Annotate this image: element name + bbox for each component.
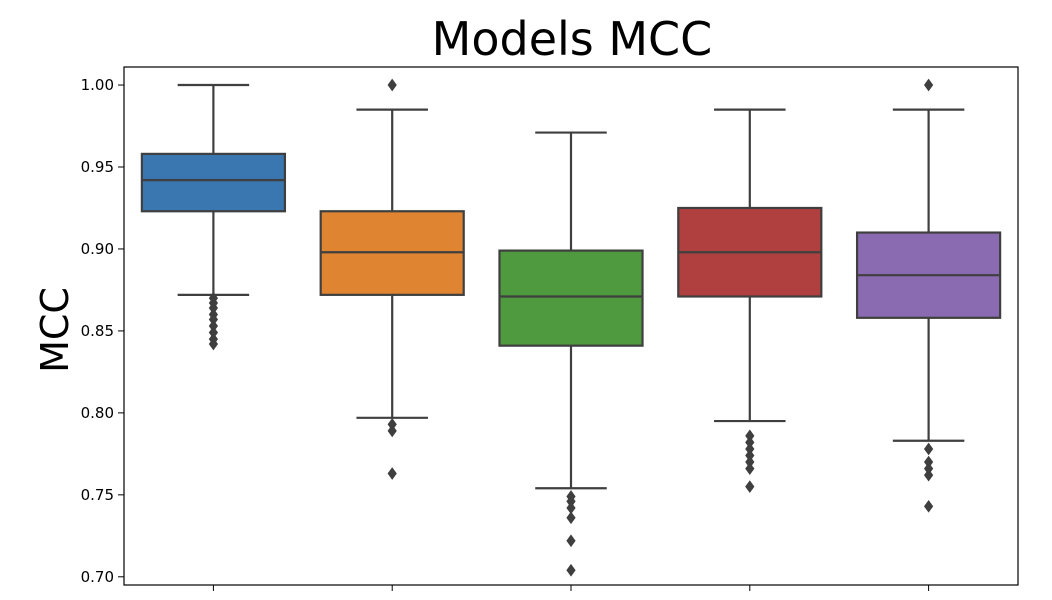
y-tick-label: 0.70 [81,568,114,586]
box [140,152,287,213]
outlier-point [745,480,755,493]
y-tick-label: 0.80 [81,404,114,422]
outlier-point [923,442,934,456]
y-tick-label: 0.95 [81,158,114,176]
outlier-point [566,563,576,577]
outlier-point [387,467,397,480]
plot-frame [123,66,1019,586]
outlier-point [208,337,219,351]
y-tick-label: 0.90 [81,240,114,258]
y-axis-label: MCC [33,287,77,373]
outlier-point [387,424,397,438]
y-tick-label: 1.00 [81,76,114,94]
outlier-point [923,499,934,513]
outlier-point [923,78,934,92]
y-tick-label: 0.75 [81,486,114,504]
outlier-point [923,468,934,482]
plot-area: 0.70 0.75 0.80 0.85 0.90 0.95 1.00 [81,66,1019,591]
outlier-point [566,511,576,525]
outlier-point [387,78,397,92]
outlier-point [745,462,755,475]
box [498,249,644,347]
outlier-point [566,534,576,548]
chart-title: Models MCC [432,12,713,66]
y-tick-label: 0.85 [81,322,114,340]
